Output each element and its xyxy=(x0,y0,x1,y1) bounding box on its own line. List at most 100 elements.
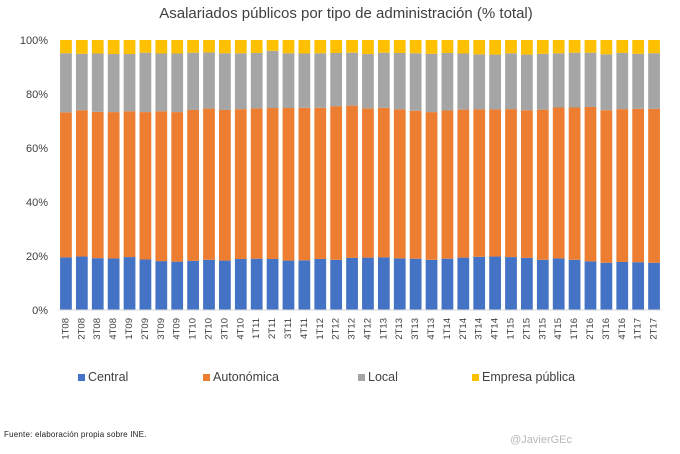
x-tick-label: 2T09 xyxy=(140,318,151,340)
bar-segment xyxy=(473,54,486,110)
bar-segment xyxy=(75,53,88,111)
x-tick-label: 1T08 xyxy=(60,318,71,340)
bar-segment xyxy=(600,40,613,55)
bar-segment xyxy=(250,52,263,109)
bar-segment xyxy=(489,40,501,55)
bar-segment xyxy=(139,259,152,310)
bar-segment xyxy=(441,110,454,259)
bar-segment xyxy=(250,258,263,310)
legend-swatch xyxy=(472,374,479,381)
bar-segment xyxy=(314,107,327,259)
x-tick-label: 2T13 xyxy=(394,318,405,340)
bar-segment xyxy=(489,256,501,310)
bar-segment xyxy=(568,259,581,310)
bar-segment xyxy=(648,53,660,109)
bar-segment xyxy=(171,112,184,262)
bar-segment xyxy=(409,110,422,259)
bar-segment xyxy=(171,53,184,113)
y-tick-label: 40% xyxy=(26,197,48,209)
bar-segment xyxy=(250,40,263,53)
bar-segment xyxy=(552,258,565,310)
bar-segment xyxy=(457,109,470,258)
bar-segment xyxy=(234,40,247,54)
bar-segment xyxy=(489,109,501,257)
bar-segment xyxy=(632,108,645,263)
x-tick-label: 2T11 xyxy=(267,318,278,339)
x-tick-label: 4T09 xyxy=(172,318,183,340)
bar-segment xyxy=(75,256,88,310)
x-tick-label: 1T17 xyxy=(633,318,644,340)
bar-segment xyxy=(632,262,645,310)
bar-segment xyxy=(155,111,168,262)
bar-segment xyxy=(91,111,104,259)
bar-segment xyxy=(346,105,358,258)
author-signature: @JavierGEc xyxy=(510,434,572,446)
y-tick-label: 0% xyxy=(32,305,48,317)
x-tick-label: 1T11 xyxy=(251,318,262,339)
bar-segment xyxy=(155,53,168,112)
x-tick-label: 4T10 xyxy=(235,318,246,340)
bar-segment xyxy=(234,109,247,259)
bar-segment xyxy=(60,112,72,258)
bar-segment xyxy=(536,40,549,54)
bar-segment xyxy=(521,54,533,111)
bar-segment xyxy=(346,40,358,53)
bar-segment xyxy=(600,54,613,111)
bar-segment xyxy=(489,54,501,110)
x-tick-label: 3T16 xyxy=(601,318,612,340)
bar-segment xyxy=(60,53,72,113)
bar-segment xyxy=(473,256,486,310)
bar-segment xyxy=(425,40,438,54)
bar-segment xyxy=(234,258,247,310)
bar-segment xyxy=(314,258,327,310)
bar-segment xyxy=(425,112,438,260)
bar-segment xyxy=(441,52,454,111)
y-tick-label: 100% xyxy=(20,35,48,47)
bar-segment xyxy=(377,107,390,258)
bar-segment xyxy=(536,259,549,310)
x-tick-label: 3T11 xyxy=(283,318,294,339)
bar-segment xyxy=(107,54,120,113)
legend-swatch xyxy=(203,374,210,381)
x-tick-label: 2T16 xyxy=(585,318,596,340)
bar-segment xyxy=(648,40,660,54)
bar-segment xyxy=(568,52,581,108)
x-tick-label: 1T12 xyxy=(315,318,326,340)
bar-segment xyxy=(362,257,374,310)
x-tick-label: 1T09 xyxy=(124,318,135,340)
bar-segment xyxy=(521,257,533,310)
bar-segment xyxy=(441,40,454,53)
bar-segment xyxy=(234,53,247,110)
bar-segment xyxy=(505,40,517,54)
x-tick-label: 3T15 xyxy=(537,318,548,340)
bar-segment xyxy=(457,53,470,110)
bar-segment xyxy=(505,109,517,258)
bar-segment xyxy=(409,53,422,111)
x-tick-label: 1T15 xyxy=(506,318,517,340)
bar-segment xyxy=(616,261,629,310)
bar-segment xyxy=(171,261,184,310)
bar-segment xyxy=(393,258,406,310)
bar-segment xyxy=(203,52,215,109)
bar-segment xyxy=(298,260,311,310)
bar-segment xyxy=(60,40,72,54)
chart-legend: Central Autonómica Local Empresa pública xyxy=(78,370,575,384)
legend-swatch xyxy=(358,374,365,381)
x-tick-label: 4T08 xyxy=(108,318,119,340)
x-tick-label: 1T10 xyxy=(188,318,199,340)
bar-segment xyxy=(552,53,565,108)
bar-segment xyxy=(616,109,629,262)
x-tick-label: 4T12 xyxy=(362,318,373,340)
bar-segment xyxy=(123,111,136,258)
x-tick-label: 2T17 xyxy=(649,318,660,340)
bar-segment xyxy=(91,53,104,112)
bar-segment xyxy=(600,110,613,263)
bar-segment xyxy=(616,52,629,110)
bar-segment xyxy=(107,258,120,310)
bar-segment xyxy=(441,258,454,310)
x-tick-label: 2T08 xyxy=(76,318,87,340)
bar-segment xyxy=(139,112,152,260)
x-tick-label: 2T12 xyxy=(331,318,342,340)
bar-segment xyxy=(425,259,438,310)
